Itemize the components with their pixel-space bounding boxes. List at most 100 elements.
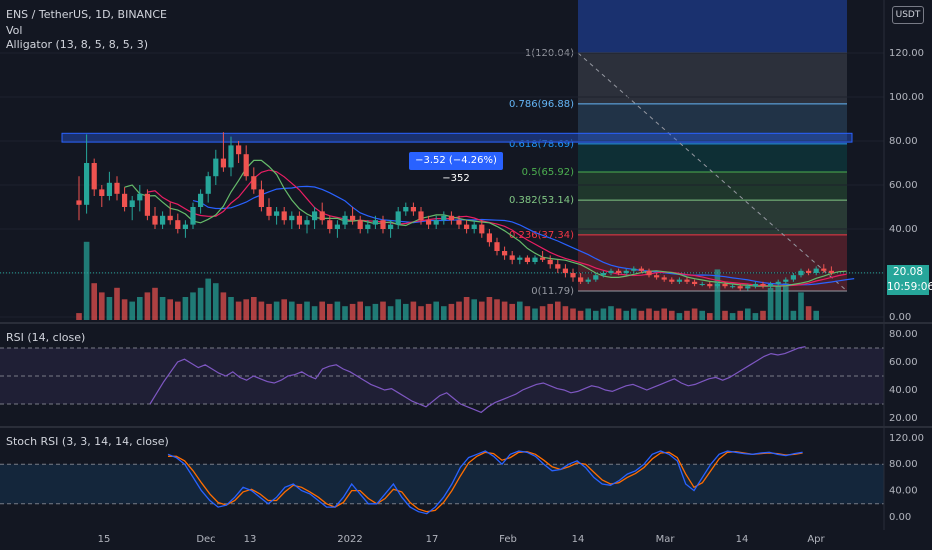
candle-body [114,182,120,194]
volume-bar [258,301,265,320]
volume-bar [669,310,675,320]
candle-body [433,220,439,225]
price-tick-label: 100.00 [889,92,924,103]
volume-bar [676,313,683,320]
rsi-tick-label: 60.00 [889,357,918,368]
symbol-title: ENS / TetherUS, 1D, BINANCE [6,8,167,21]
time-tick-label: 13 [244,534,257,545]
resistance-band [61,132,853,143]
candle-body [540,257,546,260]
candle-body [213,158,219,177]
currency-button[interactable]: USDT [892,6,924,24]
rsi-line [149,346,806,414]
volume-bar [266,303,272,320]
candle-body [623,270,629,273]
candle-body [593,275,599,280]
candle-body [418,211,424,221]
volume-bar [220,292,227,320]
fib-zone [578,234,847,292]
volume-bar [714,269,721,320]
volume-bar [121,299,128,320]
volume-bar [167,299,173,320]
price-tick-label: 40.00 [889,224,918,235]
candle-body [813,268,819,273]
candle-body [365,224,371,229]
candle-body [775,281,781,284]
time-tick-label: 2022 [337,534,362,545]
fib-zone [578,200,847,235]
candle-body [289,215,295,221]
volume-bar [228,297,234,320]
alligator-line [192,185,855,286]
candle-body [228,145,234,168]
volume-bar [471,299,477,320]
candle-body [578,277,584,282]
candle-body [182,224,188,229]
candle-body [243,154,249,177]
time-tick-label: Mar [656,534,676,545]
volume-bar [463,297,470,320]
volume-bar [501,301,508,320]
candle-body [395,211,401,225]
volume-bar [205,278,211,320]
candle-body [426,220,432,225]
candle-body [547,259,553,265]
volume-bar [281,299,287,320]
rsi-pane [0,346,884,414]
volume-bar [448,303,455,320]
fib-level-label: 0.382(53.14) [509,195,574,206]
rsi-tick-label: 40.00 [889,385,918,396]
candle-body [486,233,492,243]
candle-body [737,286,743,289]
resistance-zone [0,132,884,274]
volume-bar [752,313,759,320]
candle-body [676,279,682,282]
volume-bar [722,310,728,320]
volume-bar [106,297,113,320]
fib-zone [578,171,847,201]
candle-body [448,215,454,221]
volume-bar [585,308,591,320]
volume-bar [699,310,705,320]
fib-trend-line [577,52,848,292]
alligator-legend: Alligator (13, 8, 5, 8, 5, 3) [6,38,149,51]
measure-label: −3.52 (−4.26%) −352 [409,152,503,184]
alligator-line [147,169,847,287]
candle-body [251,176,257,190]
candle-body [798,270,804,276]
volume-bar [114,287,120,320]
candle-body [600,273,606,276]
candle-body [821,268,827,271]
candle-body [707,284,713,287]
candle-body [266,207,272,216]
volume-bar [593,310,599,320]
candle-body [129,200,135,207]
volume-bar [311,306,318,320]
fib-zone [578,143,847,172]
volume-bar [182,297,189,320]
volume-legend: Vol [6,24,23,37]
time-tick-label: 14 [572,534,585,545]
stoch-tick-label: 80.00 [889,459,918,470]
candle-body [692,281,698,284]
fibonacci-retracement: 1(120.04)0.786(96.88)0.618(78.69)0.5(65.… [509,0,848,297]
volume-bar [745,308,751,320]
volume-bar [235,301,242,320]
volume-bar [144,292,151,320]
volume-bars [76,241,819,320]
candle-body [274,211,280,216]
volume-bar [349,303,356,320]
candle-body [722,284,728,287]
volume-bar [646,308,652,320]
fib-level-label: 0(11.79) [531,286,574,297]
volume-bar [83,241,90,320]
candle-body [342,215,348,225]
fib-zone [578,103,847,144]
fib-zone [578,52,847,104]
candle-body [403,207,409,212]
candle-body [205,176,211,194]
candle-body [768,284,774,287]
stoch-tick-label: 0.00 [889,512,911,523]
candle-body [479,224,485,234]
